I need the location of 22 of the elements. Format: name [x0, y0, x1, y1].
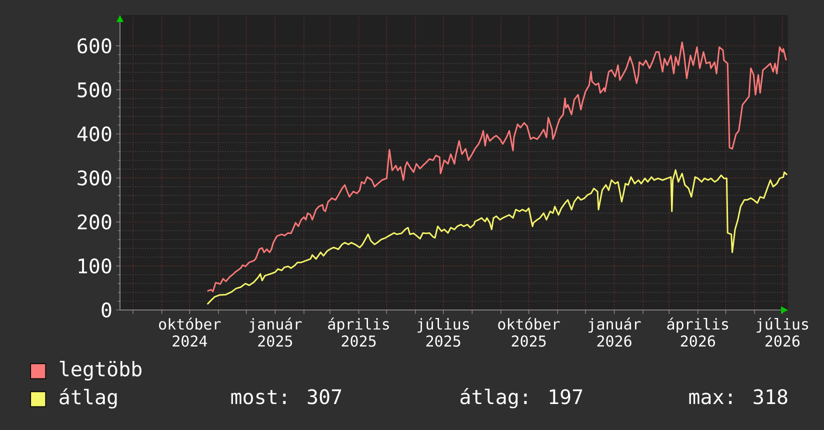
y-tick-label: 300 — [78, 170, 112, 186]
y-tick-label: 0 — [102, 302, 112, 318]
x-tick-label: július 2025 — [418, 318, 469, 347]
x-tick-label: január 2026 — [588, 318, 641, 347]
x-tick-label: április 2025 — [328, 318, 389, 347]
line-series — [206, 42, 787, 292]
y-tick-label: 200 — [78, 214, 112, 230]
line-series — [206, 169, 788, 306]
text: most: 307 — [231, 389, 342, 404]
y-tick-label: 100 — [78, 258, 112, 274]
legend-label: átlag — [60, 388, 117, 408]
x-tick-label: július 2026 — [756, 318, 808, 347]
x-tick-label: október 2024 — [159, 318, 221, 347]
x-tick-label: április 2026 — [667, 318, 728, 347]
text: max: 318 — [689, 389, 788, 404]
y-tick-label: 400 — [77, 126, 112, 142]
text: átlag: 197 — [460, 388, 582, 408]
x-tick-label: január 2025 — [249, 318, 302, 347]
y-tick-label: 600 — [78, 38, 112, 54]
y-tick-label: 500 — [78, 82, 112, 98]
legend-label: legtöbb — [60, 360, 142, 380]
x-tick-label: október 2025 — [498, 318, 560, 347]
